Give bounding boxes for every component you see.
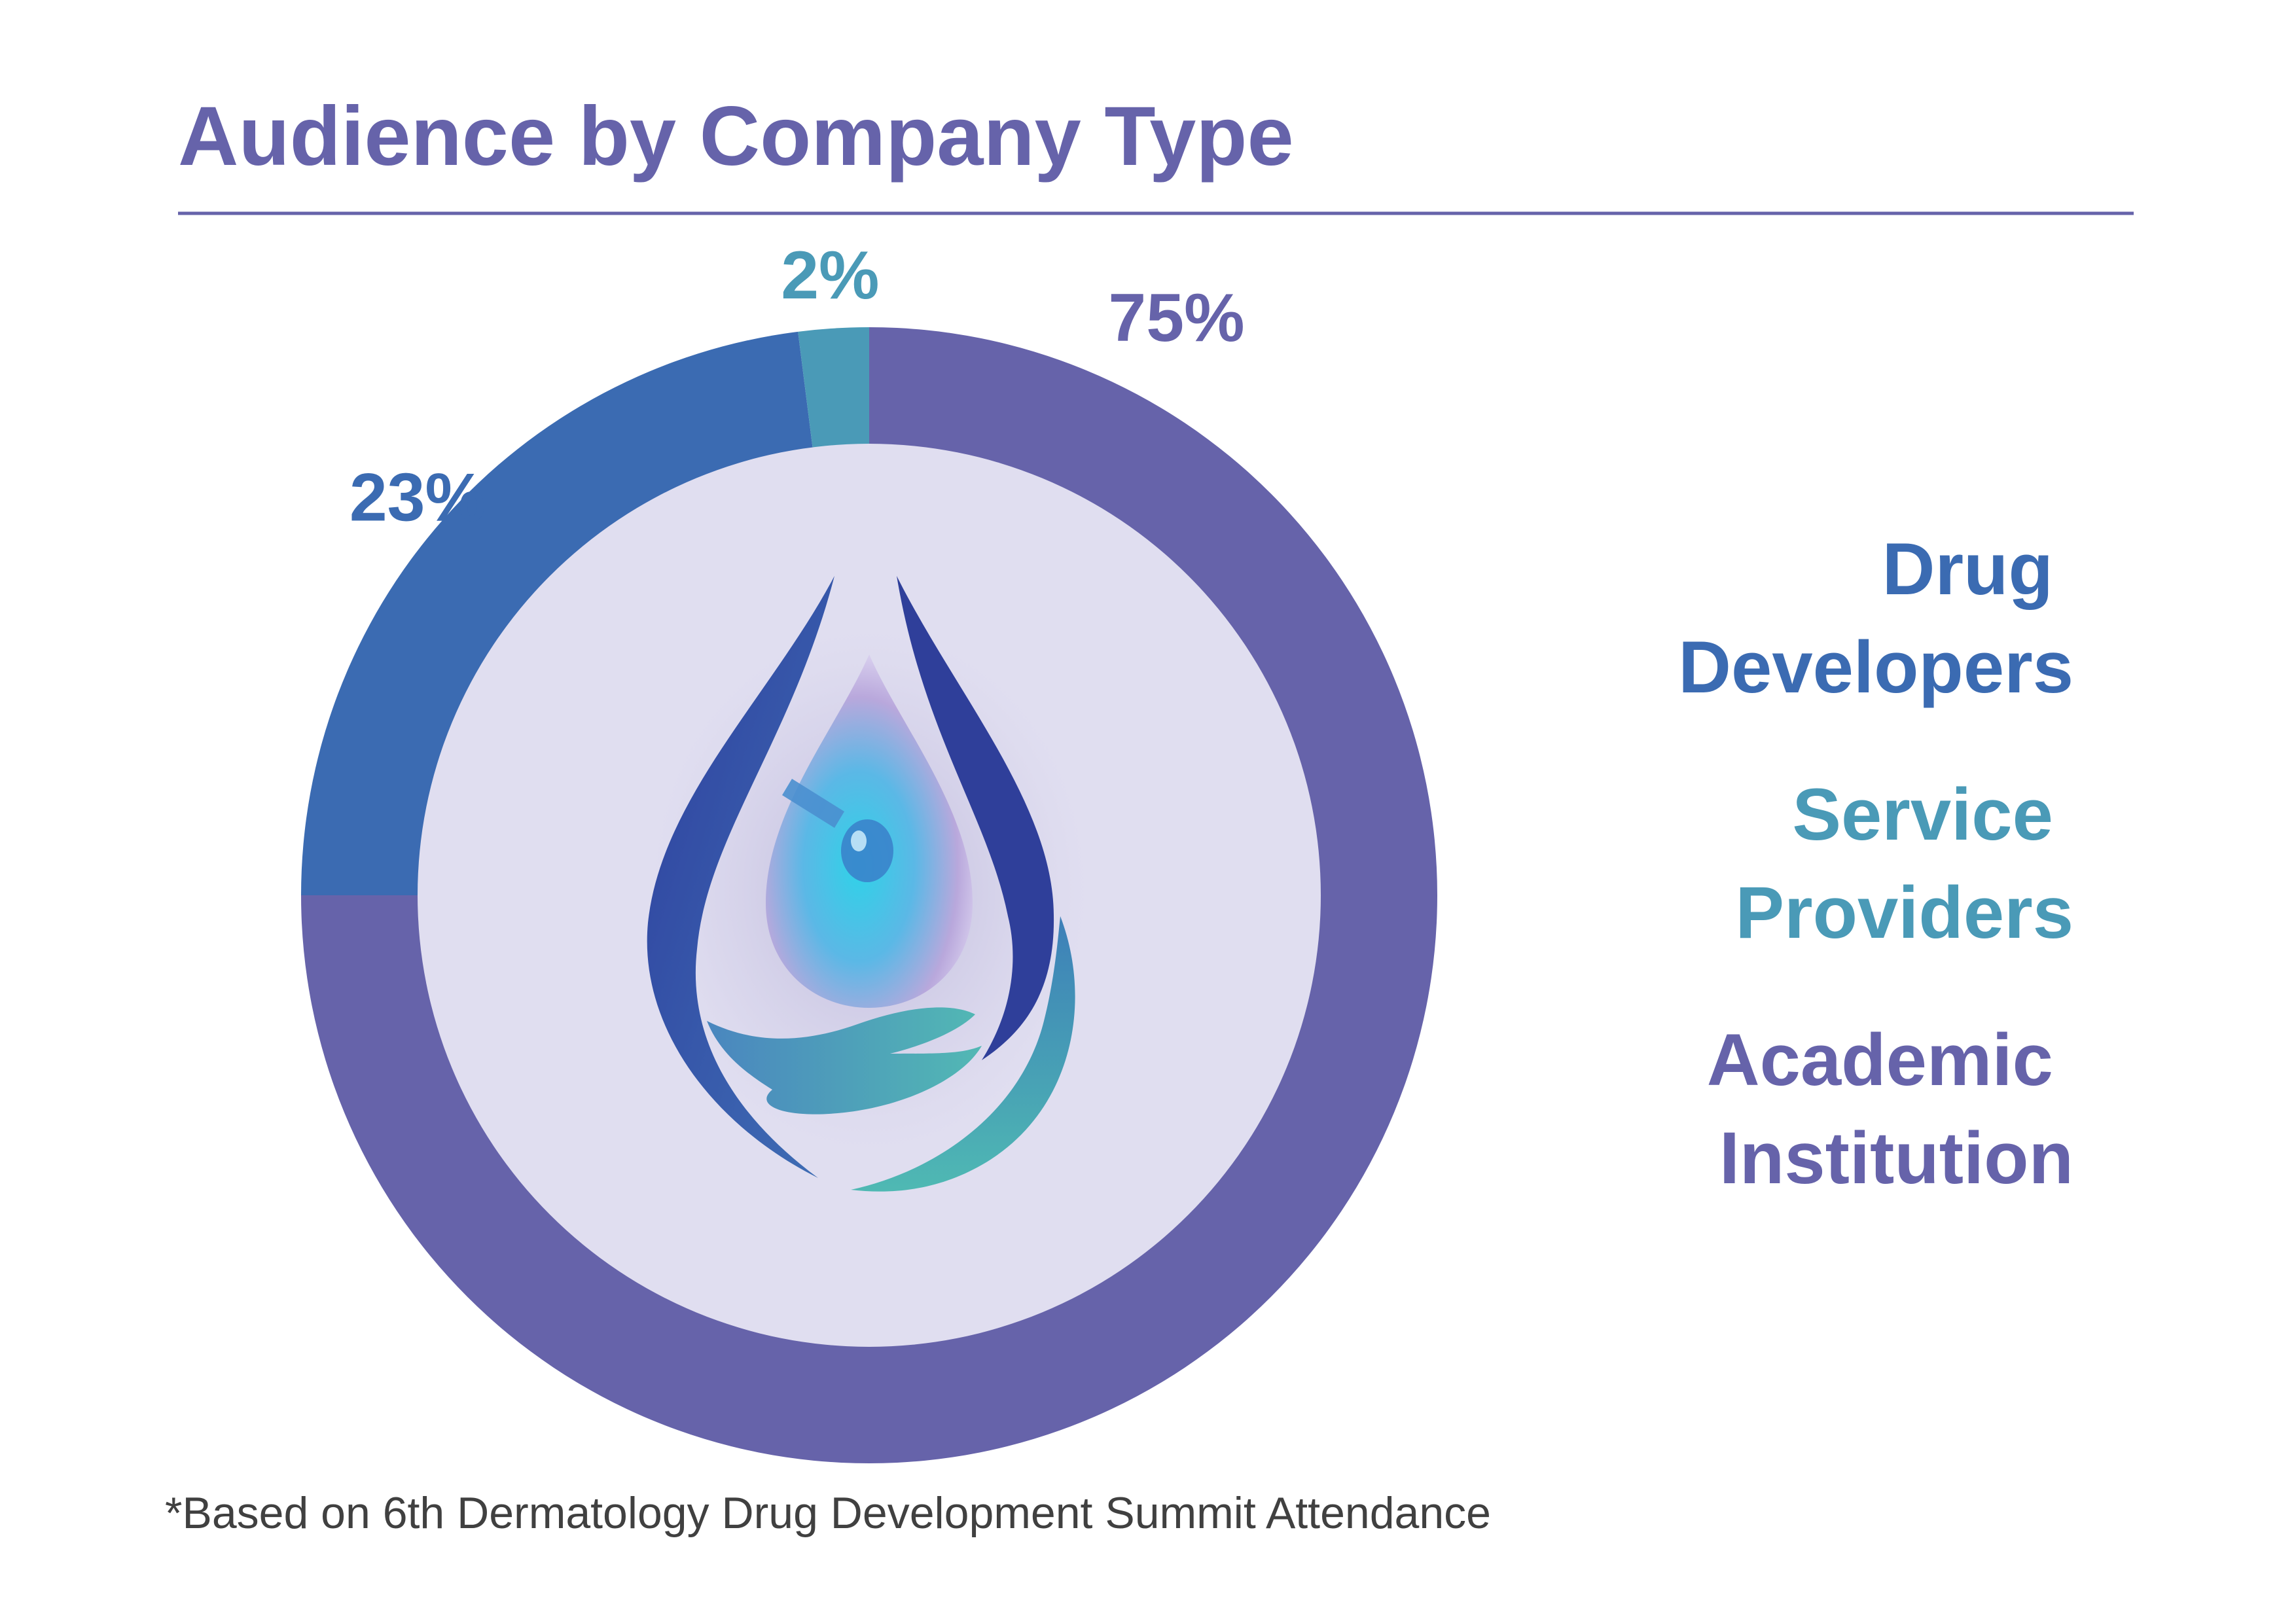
slice-labels: 75% 23% 2% (350, 238, 1245, 536)
water-drop-hand-logo-icon (634, 576, 1105, 1192)
legend-item-drug-developers: Drug Developers (1678, 528, 2073, 708)
chart-title: Audience by Company Type (178, 90, 1294, 183)
legend: Drug Developers Service Providers Academ… (1678, 528, 2073, 1199)
slice-label-academic-institution: 75% (1108, 280, 1244, 356)
slice-label-service-providers: 2% (781, 238, 879, 313)
slice-label-drug-developers: 23% (350, 460, 486, 536)
legend-item-service-providers: Service Providers (1735, 774, 2073, 954)
footnote: *Based on 6th Dermatology Drug Developme… (165, 1488, 1491, 1538)
legend-item-academic-institution: Academic Institution (1707, 1019, 2073, 1199)
